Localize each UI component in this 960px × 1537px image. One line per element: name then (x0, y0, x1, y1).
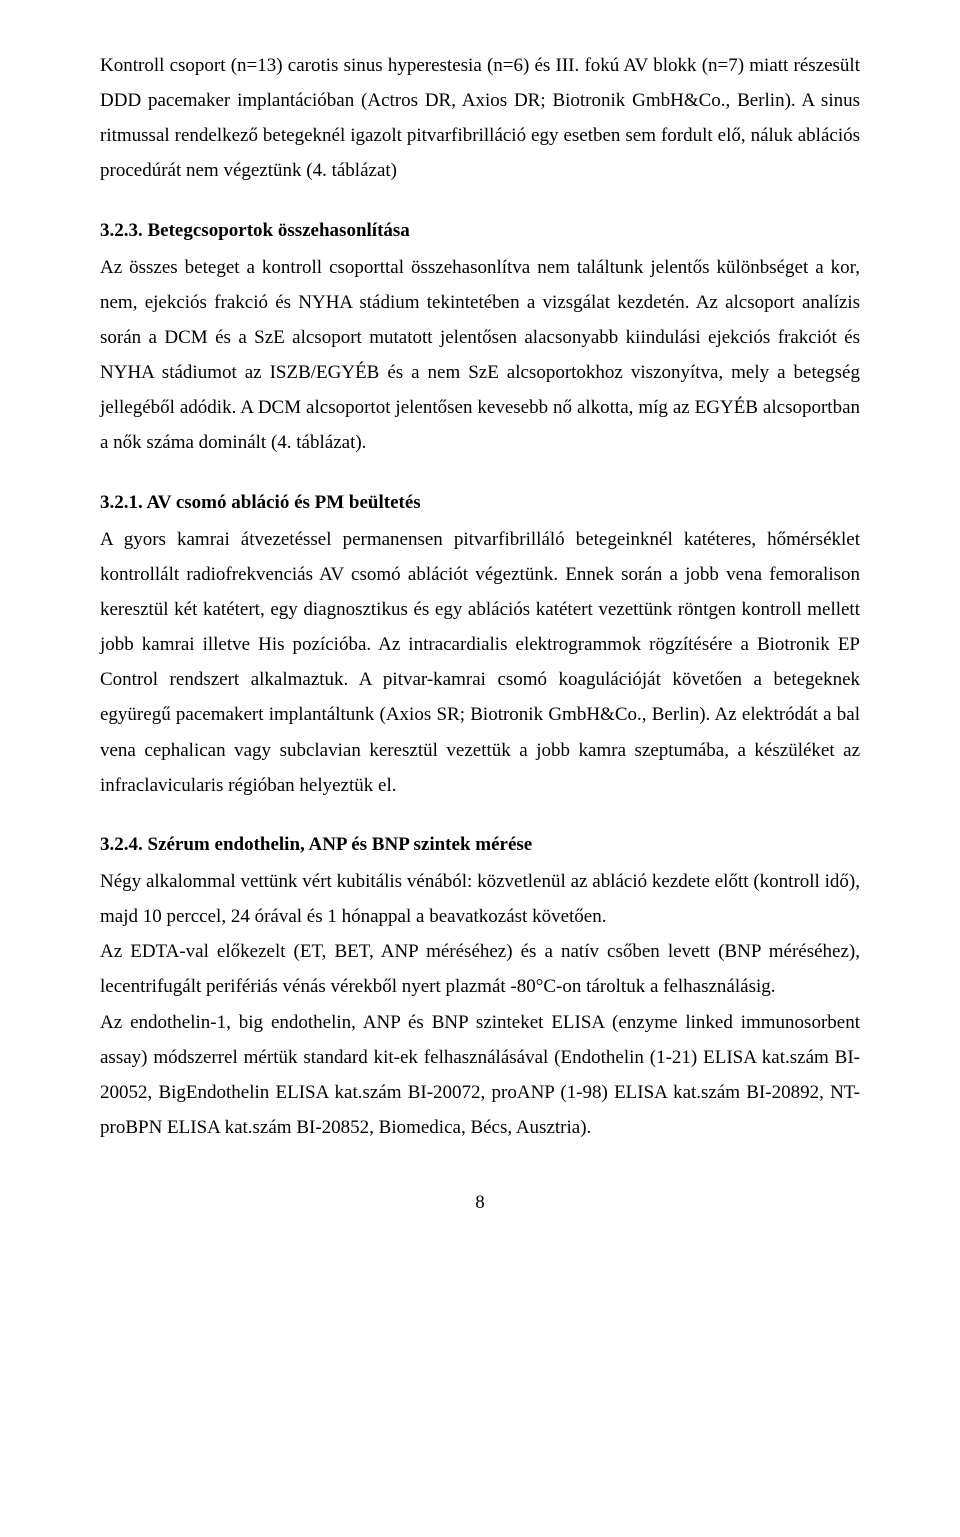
paragraph-324a: Négy alkalommal vettünk vért kubitális v… (100, 864, 860, 934)
paragraph-323: Az összes beteget a kontroll csoporttal … (100, 250, 860, 461)
heading-324: 3.2.4. Szérum endothelin, ANP és BNP szi… (100, 827, 860, 862)
heading-321: 3.2.1. AV csomó abláció és PM beültetés (100, 485, 860, 520)
paragraph-321: A gyors kamrai átvezetéssel permanensen … (100, 522, 860, 803)
paragraph-324c: Az endothelin-1, big endothelin, ANP és … (100, 1005, 860, 1146)
paragraph-324b: Az EDTA-val előkezelt (ET, BET, ANP méré… (100, 934, 860, 1004)
document-page: Kontroll csoport (n=13) carotis sinus hy… (0, 0, 960, 1537)
page-number: 8 (100, 1185, 860, 1220)
heading-323: 3.2.3. Betegcsoportok összehasonlítása (100, 213, 860, 248)
paragraph-intro: Kontroll csoport (n=13) carotis sinus hy… (100, 48, 860, 189)
